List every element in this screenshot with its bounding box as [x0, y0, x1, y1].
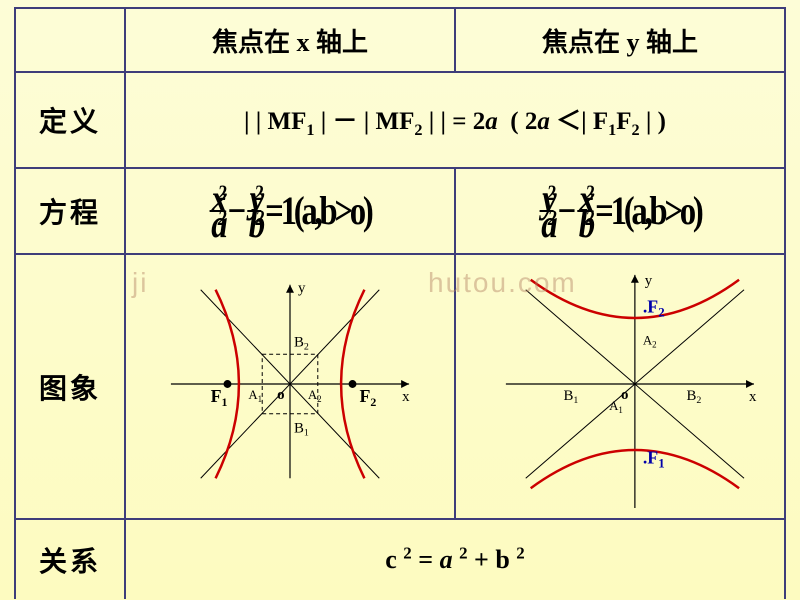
- graph-x-cell: ji: [125, 254, 455, 519]
- x-axis-label: x: [402, 389, 410, 405]
- relation-formula: c 2 = a 2 + b 2: [385, 545, 525, 574]
- b1-label: B1: [563, 388, 578, 406]
- origin-label: o: [277, 387, 284, 403]
- y-axis-label: y: [298, 281, 306, 297]
- relation-row: 关系 c 2 = a 2 + b 2: [15, 519, 785, 599]
- header-row: 焦点在 x 轴上 焦点在 y 轴上: [15, 8, 785, 72]
- graph-row: 图象 ji: [15, 254, 785, 519]
- y-axis-label: y: [645, 273, 653, 289]
- graph-label: 图象: [15, 254, 125, 519]
- x-axis-hyperbola: F1 F2 A1 A2 B1 B2 o x y: [126, 255, 454, 513]
- equation-row: 方程 x2a2 − y2b2 =1(a,b>o) y2a2 − x2b2 =1(…: [15, 168, 785, 254]
- b2-label: B2: [686, 388, 701, 406]
- a2-label: A2: [308, 388, 322, 404]
- b1-label: B1: [294, 421, 309, 439]
- f2-label: F2: [359, 386, 376, 409]
- relation-content: c 2 = a 2 + b 2: [125, 519, 785, 599]
- x-arrow: [746, 380, 754, 388]
- origin-label: o: [621, 387, 628, 403]
- page: 焦点在 x 轴上 焦点在 y 轴上 定义 | | MF1 | － | MF2 |…: [0, 0, 800, 600]
- f2-label: .F2: [643, 297, 665, 320]
- definition-content: | | MF1 | － | MF2 | | = 2a ( 2a ＜| F1F2 …: [125, 72, 785, 168]
- header-blank: [15, 8, 125, 72]
- focus-2-dot: [349, 380, 357, 388]
- y-arrow: [286, 285, 294, 293]
- header-x-axis: 焦点在 x 轴上: [125, 8, 455, 72]
- y-arrow: [631, 275, 639, 283]
- focus-1-dot: [224, 380, 232, 388]
- equation-x-cell: x2a2 − y2b2 =1(a,b>o): [125, 168, 455, 254]
- equation-label: 方程: [15, 168, 125, 254]
- graph-y-cell: hutou.com .F: [455, 254, 785, 519]
- a2-label: A2: [643, 333, 657, 349]
- definition-label: 定义: [15, 72, 125, 168]
- x-axis-label: x: [749, 389, 757, 405]
- f1-label: .F1: [643, 447, 665, 470]
- a1-label: A1: [248, 388, 262, 404]
- definition-row: 定义 | | MF1 | － | MF2 | | = 2a ( 2a ＜| F1…: [15, 72, 785, 168]
- b2-label: B2: [294, 334, 309, 352]
- definition-formula: | | MF1 | － | MF2 | | = 2a ( 2a ＜| F1F2 …: [244, 108, 666, 135]
- relation-label: 关系: [15, 519, 125, 599]
- y-axis-hyperbola: .F2 .F1 A2 A1 B1 B2 o x y: [456, 255, 784, 513]
- equation-x-formula: x2a2 − y2b2 =1(a,b>o): [209, 187, 371, 235]
- header-y-axis: 焦点在 y 轴上: [455, 8, 785, 72]
- equation-y-cell: y2a2 − x2b2 =1(a,b>o): [455, 168, 785, 254]
- x-arrow: [401, 380, 409, 388]
- hyperbola-table: 焦点在 x 轴上 焦点在 y 轴上 定义 | | MF1 | － | MF2 |…: [14, 7, 786, 599]
- equation-y-formula: y2a2 − x2b2 =1(a,b>o): [539, 187, 701, 235]
- f1-label: F1: [211, 386, 228, 409]
